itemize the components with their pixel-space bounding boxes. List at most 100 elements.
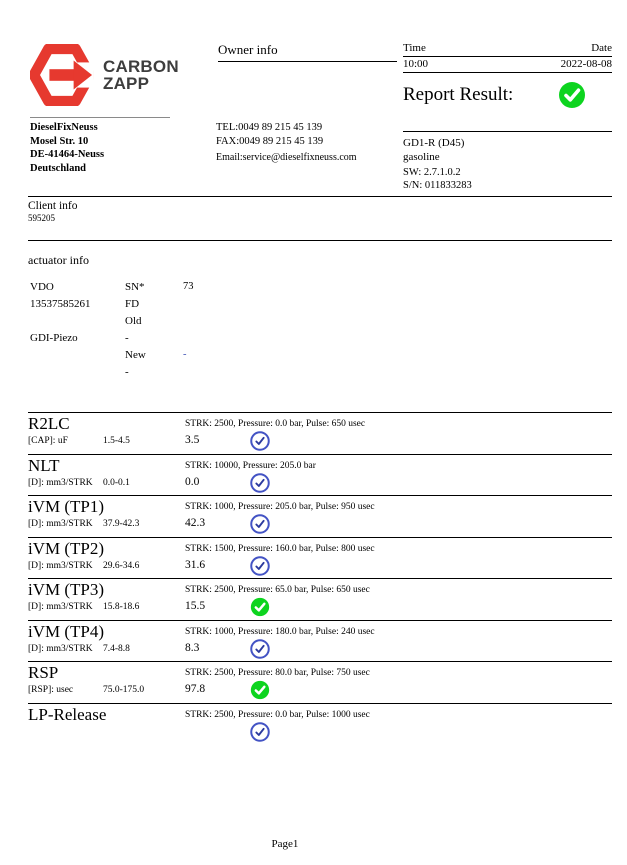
actuator-col1: VDO [30, 281, 54, 293]
time-date-block: Time Date 10:00 2022-08-08 [403, 42, 612, 73]
test-unit: [RSP]: usec [28, 685, 74, 695]
actuator-col3 [183, 315, 303, 332]
test-name: LP-Release [28, 704, 107, 724]
test-parameters: STRK: 1000, Pressure: 205.0 bar, Pulse: … [185, 502, 375, 512]
actuator-col1: 13537585261 [30, 298, 91, 310]
carbon-zapp-logo: CARBON ZAPP [30, 44, 179, 106]
test-pass-check-icon [250, 597, 270, 617]
machine-serial-number: S/N: 011833283 [403, 179, 472, 191]
test-pass-check-icon [250, 514, 270, 534]
report-result: Report Result: [403, 82, 612, 108]
test-unit: [D]: mm3/STRK [28, 643, 93, 654]
time-date-header-row: Time Date [403, 42, 612, 57]
test-row: iVM (TP4) STRK: 1000, Pressure: 180.0 ba… [28, 619, 612, 662]
actuator-col3 [183, 298, 303, 315]
date-label: Date [591, 42, 612, 54]
test-parameters: STRK: 10000, Pressure: 205.0 bar [185, 460, 316, 471]
test-measured-value: 8.3 [185, 641, 200, 654]
test-row: LP-Release STRK: 2500, Pressure: 0.0 bar… [28, 702, 612, 745]
carbon-zapp-hexagon-arrow-icon [30, 44, 94, 106]
test-pass-check-icon [250, 431, 270, 451]
test-row: iVM (TP2) STRK: 1500, Pressure: 160.0 ba… [28, 536, 612, 579]
actuator-col2: SN* [125, 281, 145, 293]
actuator-col2: New [125, 349, 146, 361]
test-results-table: R2LC STRK: 2500, Pressure: 0.0 bar, Puls… [28, 412, 612, 744]
actuator-col2: Old [125, 315, 142, 327]
test-name: iVM (TP1) [28, 497, 105, 516]
owner-tel: TEL:0049 89 215 45 139 [216, 122, 323, 133]
owner-contact-block: TEL:0049 89 215 45 139 FAX:0049 89 215 4… [216, 121, 357, 165]
test-measured-value: 3.5 [185, 434, 200, 446]
test-allowed-range: 7.4-8.8 [103, 643, 130, 654]
test-parameters: STRK: 2500, Pressure: 65.0 bar, Pulse: 6… [185, 585, 370, 595]
test-unit: [D]: mm3/STRK [28, 560, 93, 571]
client-info-value: 595205 [28, 213, 55, 223]
test-name: iVM (TP4) [28, 621, 105, 641]
test-name: R2LC [28, 414, 70, 433]
test-pass-check-icon [250, 555, 270, 576]
test-row: iVM (TP1) STRK: 1000, Pressure: 205.0 ba… [28, 495, 612, 537]
test-parameters: STRK: 2500, Pressure: 80.0 bar, Pulse: 7… [185, 668, 370, 678]
test-measured-value: 0.0 [185, 475, 200, 488]
owner-info-heading: Owner info [218, 42, 397, 62]
actuator-col3: - [183, 349, 187, 360]
test-name: iVM (TP3) [28, 580, 105, 599]
owner-country: Deutschland [30, 162, 87, 174]
date-value: 2022-08-08 [560, 58, 612, 70]
actuator-row: Old [30, 315, 614, 332]
test-measured-value: 15.5 [185, 600, 206, 612]
machine-info-block: GD1-R (D45) gasoline SW: 2.7.1.0.2 S/N: … [403, 131, 612, 192]
page-number: Page1 [271, 838, 299, 850]
actuator-info-heading: actuator info [28, 253, 89, 267]
test-pass-check-icon [250, 638, 270, 659]
time-label: Time [403, 42, 426, 54]
logo-wordmark: CARBON ZAPP [103, 58, 179, 92]
logo-line2: ZAPP [103, 74, 150, 93]
test-unit: [D]: mm3/STRK [28, 602, 93, 612]
test-pass-check-icon [250, 680, 270, 700]
time-value: 10:00 [403, 58, 429, 70]
actuator-row: VDO SN* 73 [30, 281, 614, 298]
actuator-col1 [30, 315, 125, 332]
test-parameters: STRK: 1500, Pressure: 160.0 bar, Pulse: … [185, 543, 375, 554]
actuator-col3 [183, 332, 303, 349]
owner-address-divider [30, 117, 170, 118]
actuator-row: - [30, 366, 614, 383]
client-info-section: Client info 595205 [28, 196, 612, 223]
test-name: iVM (TP2) [28, 538, 105, 558]
owner-street: Mosel Str. 10 [30, 135, 89, 147]
test-name: RSP [28, 663, 59, 682]
owner-address-block: DieselFixNeuss Mosel Str. 10 DE-41464-Ne… [30, 121, 104, 175]
test-unit: [D]: mm3/STRK [28, 519, 93, 529]
owner-email: Email:service@dieselfixneuss.com [216, 152, 357, 163]
actuator-row: New - [30, 349, 614, 366]
owner-fax: FAX:0049 89 215 45 139 [216, 135, 324, 147]
owner-name: DieselFixNeuss [30, 122, 98, 133]
machine-software-version: SW: 2.7.1.0.2 [403, 167, 461, 178]
actuator-row: 13537585261 FD [30, 298, 614, 315]
test-name: NLT [28, 455, 60, 475]
actuator-col1 [30, 349, 125, 366]
actuator-col1 [30, 366, 125, 383]
time-date-value-row: 10:00 2022-08-08 [403, 57, 612, 73]
test-allowed-range: 1.5-4.5 [103, 436, 130, 446]
test-unit: [CAP]: uF [28, 436, 68, 446]
report-result-label: Report Result: [403, 84, 514, 105]
test-parameters: STRK: 1000, Pressure: 180.0 bar, Pulse: … [185, 626, 375, 637]
test-pass-check-icon [250, 472, 270, 493]
actuator-col2: FD [125, 298, 140, 310]
actuator-col3: 73 [183, 281, 194, 292]
machine-model: GD1-R (D45) [403, 137, 465, 149]
actuator-col2: - [125, 332, 129, 344]
test-measured-value: 97.8 [185, 683, 206, 695]
actuator-col1: GDI-Piezo [30, 332, 78, 344]
test-pass-check-icon [250, 721, 270, 742]
test-allowed-range: 75.0-175.0 [103, 685, 145, 695]
test-parameters: STRK: 2500, Pressure: 0.0 bar, Pulse: 65… [185, 419, 366, 429]
test-allowed-range: 29.6-34.6 [103, 560, 140, 571]
actuator-row: GDI-Piezo - [30, 332, 614, 349]
test-measured-value: 42.3 [185, 517, 206, 529]
actuator-col3 [183, 366, 303, 383]
test-allowed-range: 0.0-0.1 [103, 477, 130, 488]
